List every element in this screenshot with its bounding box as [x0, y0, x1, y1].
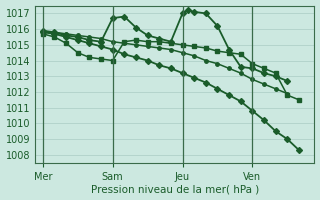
X-axis label: Pression niveau de la mer( hPa ): Pression niveau de la mer( hPa ) [91, 184, 259, 194]
